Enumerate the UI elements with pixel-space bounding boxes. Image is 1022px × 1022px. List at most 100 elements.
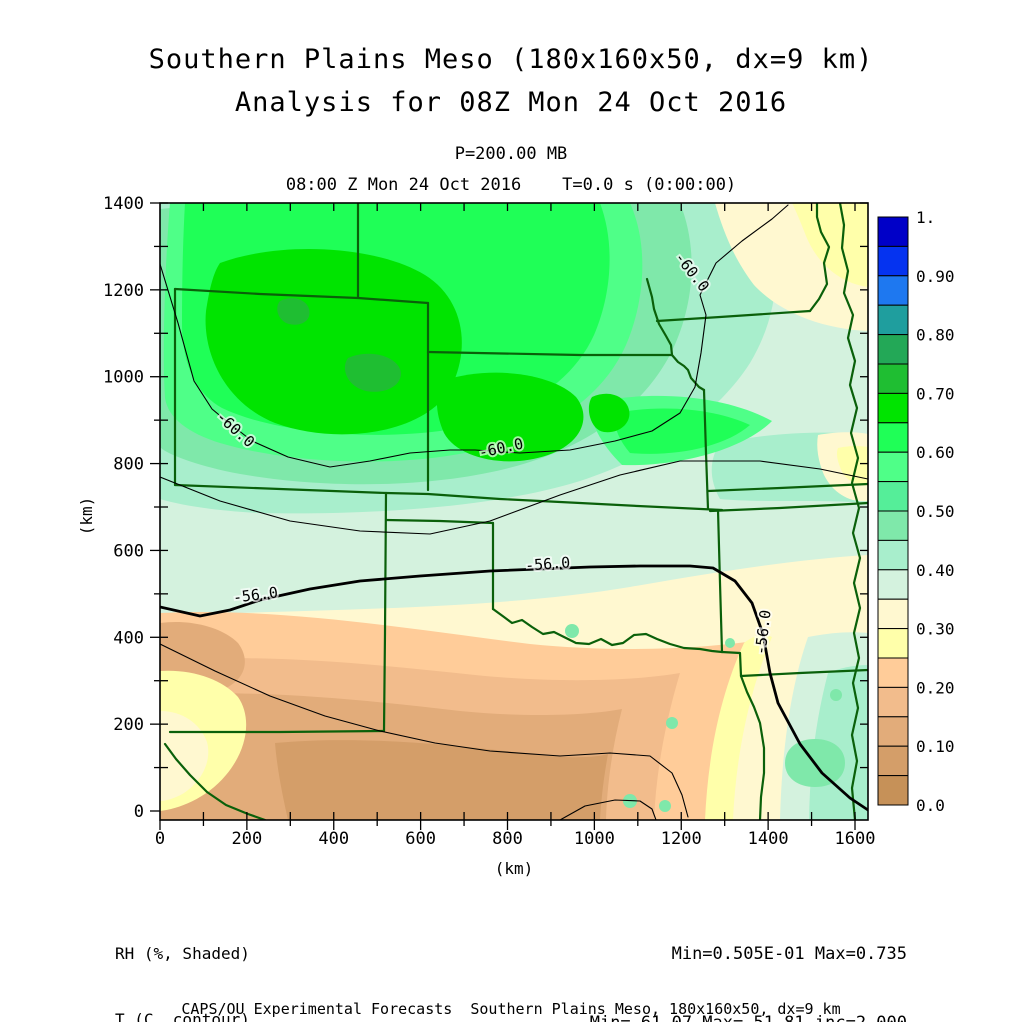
rh-teal-spot-5 xyxy=(725,638,735,648)
colorbar-tick-label: 0.0 xyxy=(916,796,945,815)
x-tick-label: 1400 xyxy=(748,829,789,849)
contour-minus54 xyxy=(160,643,689,818)
colorbar-cell xyxy=(877,539,909,571)
x-tick-label: 1200 xyxy=(661,829,702,849)
colorbar-tick-label: 0.60 xyxy=(916,443,955,462)
border-sabine-river xyxy=(739,674,766,820)
colorbar-cell xyxy=(877,745,909,777)
border-ok-panhandle-south xyxy=(384,518,495,525)
colorbar-cell xyxy=(877,510,909,541)
border-east-horizontal-2 xyxy=(708,501,868,513)
axis-outer-ticks xyxy=(150,202,856,830)
colorbar-cell xyxy=(877,775,909,806)
plot-frame xyxy=(159,202,869,821)
rh-teal-spot-2 xyxy=(666,717,678,729)
plot-inner-ticks xyxy=(160,202,868,820)
colorbar-cell xyxy=(877,304,909,336)
rh-fill-se-yellow-strip xyxy=(705,635,772,820)
rh-teal-spot-4 xyxy=(659,800,671,812)
border-desmoines-river xyxy=(808,203,831,313)
border-mississippi-river xyxy=(838,203,862,820)
border-oklahoma-east xyxy=(716,508,724,654)
shaded-contour-legend: RH (%, Shaded) T (C, contour) xyxy=(115,899,250,1022)
rh-fill-darkgreen-spot-2 xyxy=(344,353,401,392)
y-tick-label: 800 xyxy=(113,455,144,475)
x-tick-label: 400 xyxy=(318,829,349,849)
border-east-horizontal-1 xyxy=(706,482,868,493)
field-stats: Min=0.505E-01 Max=0.735 Min=-61.07 Max=-… xyxy=(590,897,907,1022)
colorbar-cell xyxy=(877,716,909,747)
border-missouri-river xyxy=(645,277,706,392)
colorbar-tick-label: 0.90 xyxy=(916,267,955,286)
valid-time-label: 08:00 Z Mon 24 Oct 2016 T=0.0 s (0:00:00… xyxy=(285,175,737,195)
border-lat37 xyxy=(173,483,724,512)
colorbar-tick-label: 0.40 xyxy=(916,561,955,580)
rh-fill-core-brightgreen-3 xyxy=(588,393,630,433)
colorbar-cell xyxy=(877,451,909,483)
legend-shaded-field: RH (%, Shaded) xyxy=(115,944,250,963)
colorbar-tick-label: 0.10 xyxy=(916,737,955,756)
rh-fill-swcorner-cream xyxy=(160,711,209,801)
colorbar-cell xyxy=(877,628,909,659)
border-arkansas-corner xyxy=(720,650,743,678)
y-tick-label: 600 xyxy=(113,541,144,561)
rh-fill-tongue-green xyxy=(614,408,750,454)
y-tick-label: 1000 xyxy=(103,368,144,388)
colorbar-tick-label: 0.20 xyxy=(916,678,955,697)
colorbar-cell xyxy=(877,569,909,600)
footer-caption: CAPS/OU Experimental Forecasts Southern … xyxy=(181,1000,841,1018)
colorbar-tick-label: 0.50 xyxy=(916,502,955,521)
contour-label: -56.0 xyxy=(525,553,571,574)
rh-teal-spot-6 xyxy=(830,689,842,701)
contour-minus52 xyxy=(559,799,657,820)
colorbar-cell xyxy=(877,657,909,688)
contour-minus60 xyxy=(160,204,789,468)
x-tick-label: 200 xyxy=(232,829,263,849)
colorbar-cell xyxy=(877,598,909,630)
stats-contour-minmax: Min=-61.07 Max=-51.81 inc=2.000 xyxy=(590,1012,907,1022)
temperature-contours xyxy=(160,204,868,820)
legend-contour-field: T (C, contour) xyxy=(115,1010,250,1022)
border-red-river xyxy=(491,607,724,654)
rh-fill-core-brightgreen-2 xyxy=(436,372,584,462)
y-tick-label: 200 xyxy=(113,715,144,735)
colorbar: 1. 0.90 0.80 0.70 0.60 0.50 0.40 0.30 0.20 0.10 0.… xyxy=(877,208,955,815)
stats-shaded-minmax: Min=0.505E-01 Max=0.735 xyxy=(671,944,907,964)
x-tick-label: 1000 xyxy=(574,829,615,849)
rh-fill-darkgreen-spot-1 xyxy=(277,298,310,325)
x-tick-label: 800 xyxy=(492,829,523,849)
colorbar-cell xyxy=(877,334,909,365)
contour-minus58 xyxy=(160,460,868,535)
border-newmexico-south xyxy=(168,729,386,734)
colorbar-tick-label: 0.80 xyxy=(916,326,955,345)
colorbar-cell xyxy=(877,686,909,718)
x-axis-title: (km) xyxy=(495,859,534,878)
rh-teal-spot-1 xyxy=(565,624,579,638)
colorbar-tick-label: 1. xyxy=(916,208,935,227)
colorbar-cell xyxy=(877,245,909,277)
border-rio-grande xyxy=(163,742,267,820)
y-tick-label: 1200 xyxy=(103,281,144,301)
rh-fill-se-cream-strip xyxy=(738,634,800,820)
state-borders xyxy=(163,203,868,820)
y-tick-label: 1400 xyxy=(103,194,144,214)
x-tick-label: 0 xyxy=(155,829,165,849)
contour-minus56-bold xyxy=(160,564,868,812)
colorbar-cell xyxy=(877,275,909,306)
rh-fill-iowa-yellow xyxy=(792,203,868,287)
colorbar-cell xyxy=(877,216,909,247)
rh-fill-south-brown-core xyxy=(275,740,608,820)
colorbar-cell xyxy=(877,481,909,512)
y-tick-label: 400 xyxy=(113,628,144,648)
border-kansas-north xyxy=(426,350,674,357)
border-newmexico-east xyxy=(382,491,388,733)
colorbar-cell xyxy=(877,422,909,453)
border-colorado-north xyxy=(173,287,430,305)
colorbar-tick-label: 0.70 xyxy=(916,384,955,403)
y-axis-title: (km) xyxy=(77,497,96,536)
axis-tick-labels: 0 200 400 600 800 1000 1200 1400 1600 0 200 400 600 8… xyxy=(103,194,875,849)
y-tick-label: 0 xyxy=(134,802,144,822)
border-iowa-missouri xyxy=(655,309,812,323)
